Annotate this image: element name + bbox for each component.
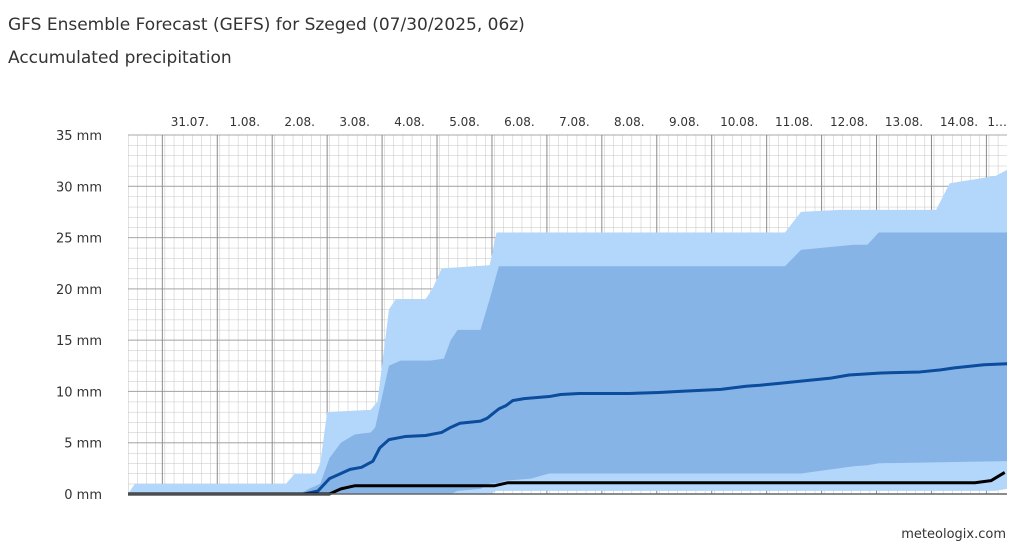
y-tick-label: 10 mm	[56, 385, 102, 400]
x-tick-label: 8.08.	[614, 115, 645, 129]
x-tick-label: 12.08.	[830, 115, 868, 129]
x-tick-label: 10.08.	[720, 115, 758, 129]
credit: meteologix.com	[901, 527, 1006, 542]
series-line	[128, 471, 1006, 496]
y-tick-label: 0 mm	[64, 488, 102, 503]
y-tick-label: 15 mm	[56, 334, 102, 349]
x-tick-label: 2.08.	[284, 115, 315, 129]
x-tick-label: 4.08.	[394, 115, 425, 129]
y-tick-label: 30 mm	[56, 180, 102, 195]
chart-title: GFS Ensemble Forecast (GEFS) for Szeged …	[8, 15, 525, 35]
x-tick-label: 7.08.	[559, 115, 590, 129]
x-tick-label: 1…	[987, 115, 1007, 129]
y-tick-label: 5 mm	[64, 437, 102, 452]
chart-subtitle: Accumulated precipitation	[8, 48, 232, 68]
x-tick-label: 31.07.	[171, 115, 209, 129]
y-tick-label: 25 mm	[56, 232, 102, 247]
x-tick-label: 1.08.	[229, 115, 260, 129]
y-tick-label: 35 mm	[56, 129, 102, 144]
x-tick-label: 5.08.	[449, 115, 480, 129]
series-line	[128, 362, 1008, 496]
x-tick-label: 3.08.	[339, 115, 370, 129]
y-tick-label: 20 mm	[56, 283, 102, 298]
x-tick-label: 6.08.	[504, 115, 535, 129]
x-tick-label: 11.08.	[775, 115, 813, 129]
ensemble-band	[128, 232, 1007, 494]
x-tick-label: 13.08.	[885, 115, 923, 129]
x-tick-label: 14.08.	[940, 115, 978, 129]
x-tick-label: 9.08.	[669, 115, 700, 129]
